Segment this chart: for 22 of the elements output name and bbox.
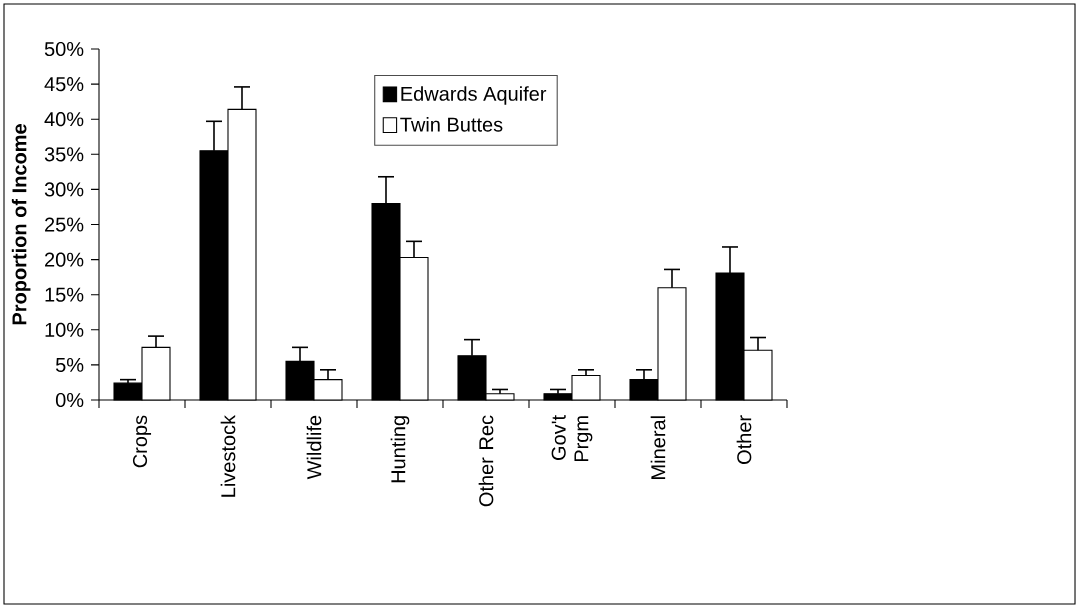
y-tick-label: 20% xyxy=(45,252,84,267)
x-tick-label: Mineral xyxy=(650,416,666,479)
y-tick-label: 50% xyxy=(44,41,84,57)
y-tick-label: 30% xyxy=(44,182,84,197)
x-tick-label: Gov't Prgm xyxy=(551,415,593,462)
y-tick-label: 10% xyxy=(45,322,84,337)
y-tick-label: 45% xyxy=(44,77,84,92)
y-tick-label: 5% xyxy=(55,357,84,372)
x-tick-label: Other xyxy=(736,415,752,465)
y-tick-label: 15% xyxy=(45,287,84,302)
y-tick-label: 25% xyxy=(45,217,84,232)
y-tick-label: 35% xyxy=(44,147,84,162)
x-tick-label: Crops xyxy=(132,415,152,468)
y-axis-title: Proportion of Income xyxy=(11,124,31,325)
y-tick-label: 40% xyxy=(44,112,84,127)
legend-label: Edwards Aquifer xyxy=(401,86,547,105)
legend-label: Twin Buttes xyxy=(400,117,503,132)
y-tick-label: 0% xyxy=(55,392,84,408)
x-tick-label: Livestock xyxy=(220,414,236,497)
x-tick-label: Wildlife xyxy=(306,415,322,480)
x-tick-label: Other Rec xyxy=(478,415,494,507)
x-tick-label: Hunting xyxy=(390,416,410,483)
